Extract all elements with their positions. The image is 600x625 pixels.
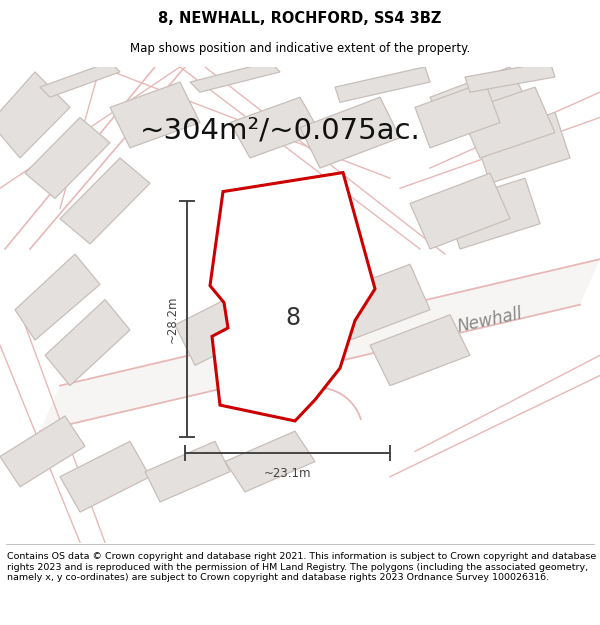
Polygon shape: [110, 82, 200, 148]
Polygon shape: [190, 62, 280, 92]
Polygon shape: [430, 67, 530, 138]
Text: 8: 8: [286, 306, 301, 331]
Polygon shape: [225, 431, 315, 492]
Polygon shape: [45, 299, 130, 386]
Polygon shape: [475, 112, 570, 183]
Text: Newhall: Newhall: [456, 305, 524, 336]
Text: ~23.1m: ~23.1m: [264, 467, 311, 480]
Polygon shape: [0, 72, 70, 158]
Text: 8, NEWHALL, ROCHFORD, SS4 3BZ: 8, NEWHALL, ROCHFORD, SS4 3BZ: [158, 11, 442, 26]
Polygon shape: [25, 118, 110, 198]
Polygon shape: [465, 62, 555, 92]
Polygon shape: [445, 178, 540, 249]
Polygon shape: [175, 289, 265, 366]
Polygon shape: [40, 259, 600, 431]
Polygon shape: [370, 315, 470, 386]
Text: ~28.2m: ~28.2m: [166, 295, 179, 343]
Text: Map shows position and indicative extent of the property.: Map shows position and indicative extent…: [130, 42, 470, 54]
Polygon shape: [60, 158, 150, 244]
Polygon shape: [60, 441, 150, 512]
Polygon shape: [15, 254, 100, 340]
Text: ~304m²/~0.075ac.: ~304m²/~0.075ac.: [140, 116, 421, 144]
Polygon shape: [335, 67, 430, 102]
Polygon shape: [415, 82, 500, 148]
Polygon shape: [0, 416, 85, 487]
Polygon shape: [230, 98, 320, 158]
Polygon shape: [210, 173, 375, 421]
Polygon shape: [300, 98, 400, 168]
Polygon shape: [40, 62, 120, 98]
Polygon shape: [460, 87, 555, 158]
Polygon shape: [330, 264, 430, 340]
Polygon shape: [410, 173, 510, 249]
Polygon shape: [145, 441, 230, 502]
Text: Contains OS data © Crown copyright and database right 2021. This information is : Contains OS data © Crown copyright and d…: [7, 552, 596, 582]
